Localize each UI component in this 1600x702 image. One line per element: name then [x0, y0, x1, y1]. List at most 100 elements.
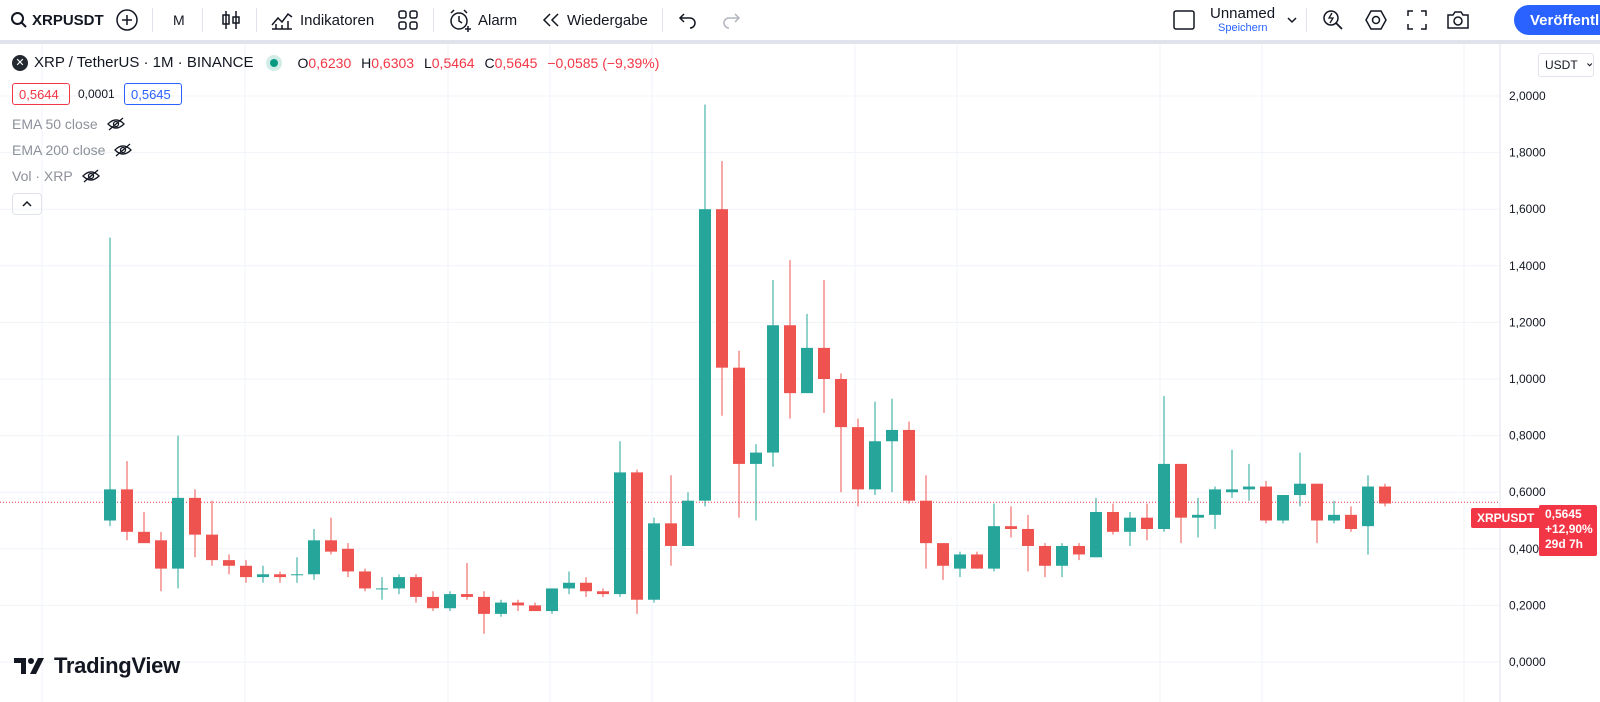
alarm-button[interactable]: Alarm: [448, 0, 517, 40]
interval-button[interactable]: M: [173, 12, 185, 28]
candle: [784, 260, 796, 419]
price-tick-label: 2,0000: [1509, 89, 1546, 103]
candle-body: [1039, 545, 1051, 566]
indicator-ema50[interactable]: EMA 50 close: [12, 116, 126, 132]
indicator-label: Vol · XRP: [12, 168, 73, 184]
eye-crossed-icon[interactable]: [113, 142, 133, 158]
candle-body: [750, 452, 762, 464]
collapse-legend-button[interactable]: [12, 193, 42, 215]
price-axis[interactable]: 0,0000 0,2000 0,4000 0,6000 0,8000 1,0000 1,20…: [1509, 89, 1546, 669]
price-tick-label: 0,4000: [1509, 542, 1546, 556]
candle: [920, 475, 932, 569]
toolbar-divider: [433, 8, 434, 32]
plus-circle-icon: [116, 9, 138, 31]
candle-body: [512, 602, 524, 606]
alarm-label: Alarm: [478, 11, 518, 29]
candle: [665, 475, 677, 566]
candle-body: [1022, 528, 1034, 546]
last-price-value: 0,5645: [1545, 507, 1582, 521]
candle: [291, 557, 303, 583]
quick-search-button[interactable]: [1321, 0, 1345, 40]
candle: [614, 441, 626, 597]
sell-price-button[interactable]: 0,5644: [12, 83, 70, 105]
candle: [359, 568, 371, 592]
candle-body: [920, 500, 932, 544]
layout-menu-button[interactable]: Unnamed Speichern: [1210, 0, 1275, 40]
candle: [733, 350, 745, 518]
candle: [376, 577, 388, 600]
candle-body: [1158, 463, 1170, 529]
candle: [580, 577, 592, 597]
candle-body: [172, 497, 184, 569]
indicator-ema200[interactable]: EMA 200 close: [12, 142, 133, 158]
candle: [1158, 395, 1170, 532]
price-tick-label: 1,8000: [1509, 146, 1546, 160]
grid-icon: [398, 10, 418, 30]
candle-body: [410, 577, 422, 597]
candle: [1039, 543, 1051, 578]
price-tick-label: 1,0000: [1509, 372, 1546, 386]
indicators-label: Indikatoren: [300, 11, 375, 29]
fullscreen-button[interactable]: [1406, 0, 1428, 40]
symbol-search-button[interactable]: XRPUSDT: [10, 0, 104, 40]
layout-checkbox[interactable]: [1172, 0, 1196, 40]
candle-body: [835, 379, 847, 428]
change-value: −0,0585 (−9,39%): [547, 54, 660, 71]
spread-value: 0,0001: [78, 87, 115, 101]
replay-button[interactable]: Wiedergabe: [540, 0, 648, 40]
settings-button[interactable]: [1364, 0, 1388, 40]
candle: [1294, 452, 1306, 507]
chart-type-button[interactable]: [220, 0, 242, 40]
close-value: 0,5645: [494, 54, 538, 71]
candle-body: [1005, 526, 1017, 529]
indicators-button[interactable]: Indikatoren: [270, 0, 374, 40]
snapshot-button[interactable]: [1445, 0, 1471, 40]
candle: [801, 313, 813, 394]
indicator-volume[interactable]: Vol · XRP: [12, 168, 101, 184]
symbol-title[interactable]: XRP / TetherUS · 1M · BINANCE: [34, 54, 254, 71]
candle-body: [1311, 483, 1323, 521]
market-open-dot-icon: [269, 58, 278, 67]
candle: [869, 401, 881, 496]
candle: [121, 461, 133, 541]
candle: [1192, 497, 1204, 538]
candle: [172, 435, 184, 589]
templates-button[interactable]: [397, 0, 419, 40]
toolbar-divider: [662, 8, 663, 32]
candle-body: [801, 347, 813, 394]
eye-crossed-icon[interactable]: [81, 168, 101, 184]
high-value: 0,6303: [371, 54, 415, 71]
candle-body: [495, 602, 507, 614]
candle-body: [1073, 545, 1085, 555]
candle: [223, 554, 235, 575]
candles: [104, 104, 1391, 634]
square-icon: [1173, 10, 1195, 30]
eye-crossed-icon[interactable]: [106, 116, 126, 132]
price-tick-label: 1,6000: [1509, 202, 1546, 216]
layout-dropdown-button[interactable]: [1286, 0, 1298, 40]
price-chart[interactable]: 0,0000 0,2000 0,4000 0,6000 0,8000 1,0000 1,20…: [0, 44, 1600, 702]
publish-button[interactable]: Veröffentli: [1514, 5, 1600, 35]
tradingview-logo[interactable]: TradingView: [14, 653, 180, 679]
candle-body: [1379, 486, 1391, 504]
candle: [257, 565, 269, 583]
undo-button[interactable]: [678, 0, 698, 40]
candle: [1056, 543, 1068, 578]
redo-button[interactable]: [721, 0, 741, 40]
candle-body: [359, 571, 371, 589]
currency-select[interactable]: USDT: [1538, 53, 1594, 77]
candle-body: [869, 441, 881, 490]
candle: [138, 512, 150, 544]
candle-body: [325, 540, 337, 552]
candle: [1107, 503, 1119, 535]
candle-body: [478, 596, 490, 614]
buy-price-button[interactable]: 0,5645: [124, 83, 182, 105]
candle-body: [1090, 512, 1102, 558]
rewind-icon: [542, 13, 559, 27]
indicators-icon: [271, 12, 293, 30]
candle-body: [240, 565, 252, 578]
compare-symbol-button[interactable]: [115, 0, 139, 40]
chevron-up-icon: [22, 200, 32, 207]
undo-icon: [678, 13, 696, 29]
low-value: 0,5464: [431, 54, 475, 71]
